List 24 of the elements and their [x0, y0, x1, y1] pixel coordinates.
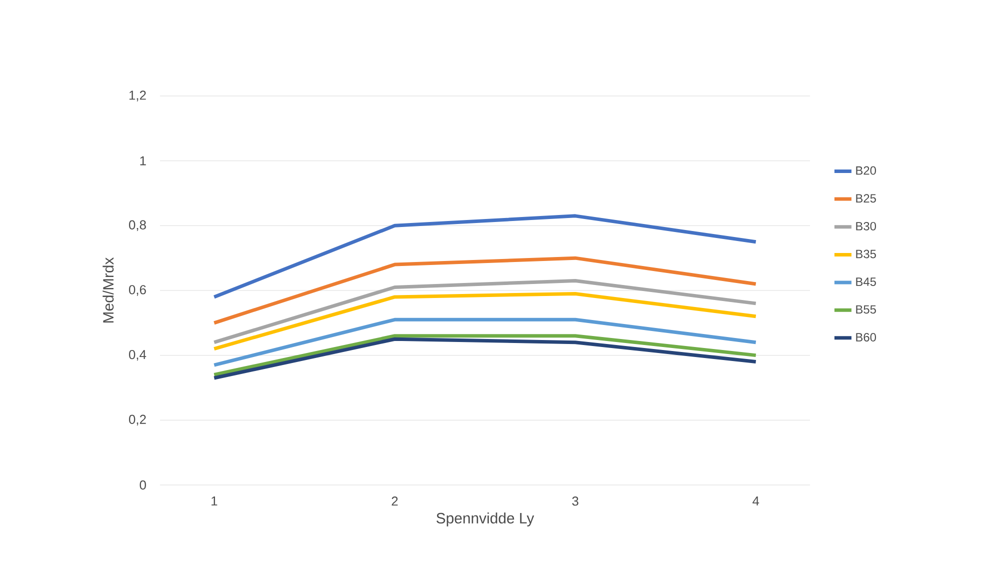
y-tick-label: 1,2	[129, 90, 146, 102]
x-axis-title: Spennvidde Ly	[436, 512, 534, 526]
y-tick-label: 0,6	[128, 285, 146, 296]
x-tick-label: 2	[392, 496, 398, 506]
legend-label: B35	[856, 250, 876, 258]
legend-label: B45	[856, 278, 876, 286]
x-tick-label: 3	[572, 496, 578, 506]
line-series	[212, 214, 758, 299]
legend-label: B30	[856, 222, 876, 230]
line-series	[212, 292, 758, 351]
line-series	[212, 256, 758, 325]
y-tick-label: 0,4	[128, 350, 146, 361]
y-axis-title: Med/Mrdx	[102, 257, 114, 322]
legend-label: B55	[856, 305, 876, 314]
legend-label: B20	[856, 166, 876, 175]
y-tick-label: 0,8	[128, 220, 146, 231]
x-tick-label: 1	[212, 496, 218, 506]
y-tick-label: 0,2	[128, 414, 146, 426]
legend-label: B60	[856, 333, 876, 342]
y-tick-label: 0	[140, 480, 146, 490]
x-tick-label: 4	[752, 496, 760, 506]
legend-label: B25	[856, 194, 876, 203]
line-series	[212, 279, 758, 344]
y-tick-label: 1	[140, 156, 146, 166]
